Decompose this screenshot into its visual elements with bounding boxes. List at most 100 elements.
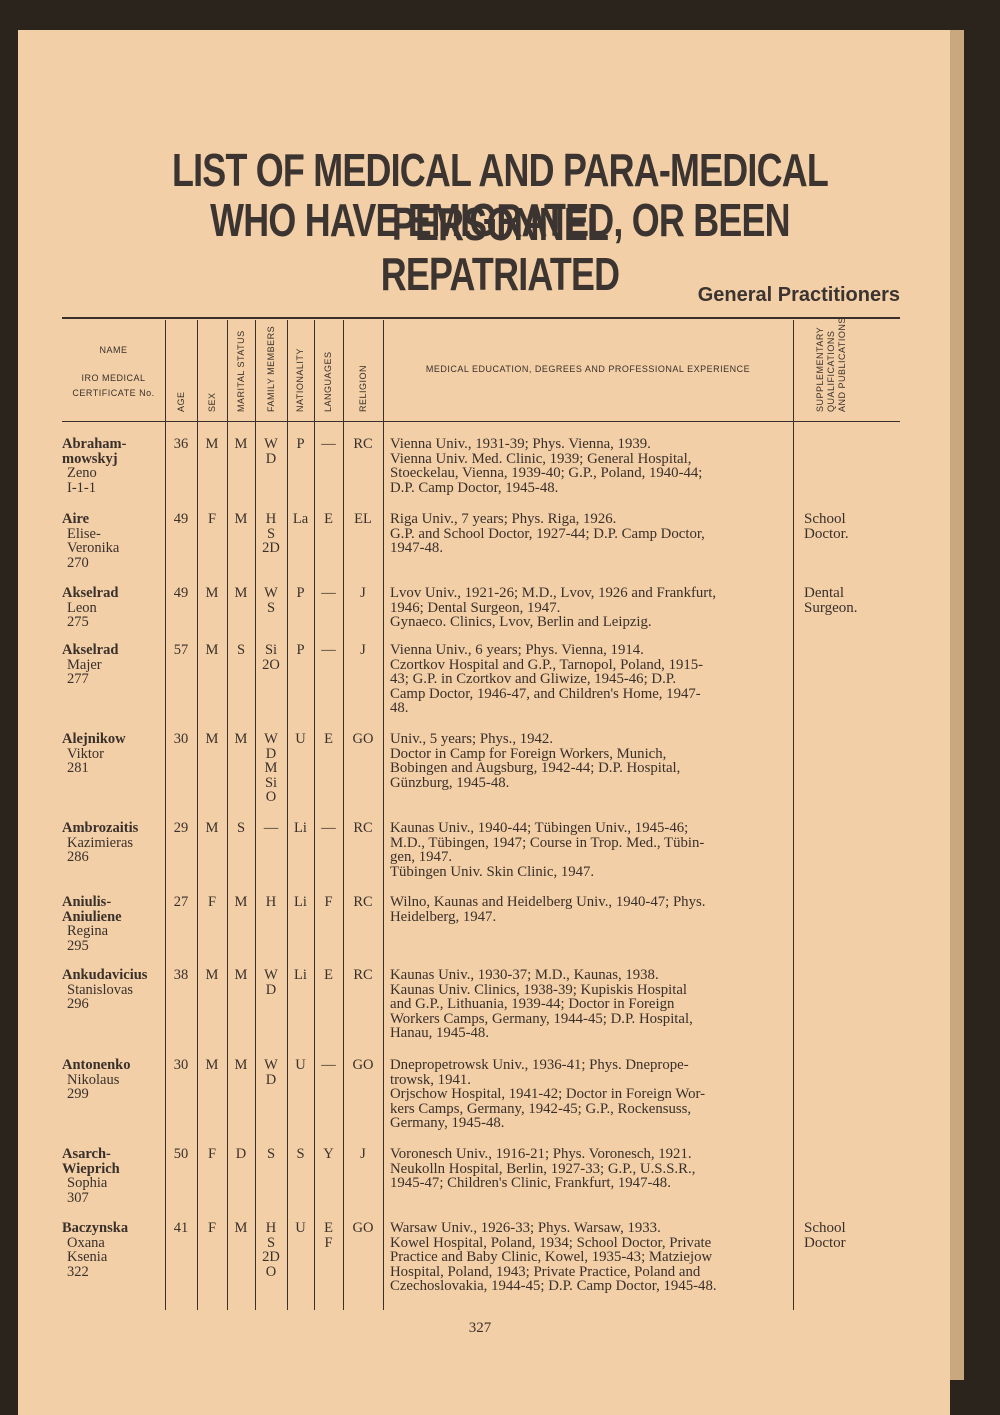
given-names: Sophia xyxy=(62,1176,120,1191)
age-cell: 49 xyxy=(173,511,189,527)
nationality-cell: Li xyxy=(294,967,307,983)
languages-cell: E xyxy=(314,512,343,527)
sex-cell: F xyxy=(207,511,217,527)
given-name: Leon xyxy=(67,599,97,616)
age-cell: 41 xyxy=(173,1220,189,1236)
surname: Ankudavicius xyxy=(62,967,148,983)
given-name: Ksenia xyxy=(67,1249,108,1266)
age-cell: 29 xyxy=(173,820,189,836)
given-name: Zeno xyxy=(67,465,97,482)
religion-cell: J xyxy=(360,642,366,658)
column-rule xyxy=(287,320,288,1310)
age-cell: 50 xyxy=(173,1146,189,1162)
education-line: Vienna Univ., 6 years; Phys. Vienna, 191… xyxy=(390,642,644,658)
sex-cell: M xyxy=(205,1057,219,1073)
languages-cell: Y xyxy=(314,1147,343,1162)
rule xyxy=(62,317,900,319)
header-line: SUPPLEMENTARY xyxy=(815,326,825,412)
supplementary-line: Surgeon. xyxy=(804,599,858,616)
religion-cell: GO xyxy=(352,1220,374,1236)
education-cell: Kaunas Univ., 1940-44; Tübingen Univ., 1… xyxy=(390,821,704,879)
education-line: D.P. Camp Doctor, 1945-48. xyxy=(390,479,559,496)
education-line: Vienna Univ. Med. Clinic, 1939; General … xyxy=(390,450,692,467)
cell-line: Si xyxy=(264,774,278,791)
marital-cell: D xyxy=(235,1146,247,1162)
education-line: Tübingen Univ. Skin Clinic, 1947. xyxy=(390,863,595,880)
cell-line: W xyxy=(264,1057,278,1073)
education-line: Riga Univ., 7 years; Phys. Riga, 1926. xyxy=(390,511,617,527)
cell-line: Y xyxy=(323,1146,334,1162)
column-header: FAMILY MEMBERS xyxy=(266,325,276,412)
given-names: Nikolaus xyxy=(62,1071,131,1088)
column-rule xyxy=(255,320,256,1310)
name-cell: Akselrad Majer 277 xyxy=(62,643,118,687)
education-line: 1945-47; Children's Clinic, Frankfurt, 1… xyxy=(390,1175,671,1192)
sex-cell: M xyxy=(205,436,219,452)
certificate: 277 xyxy=(67,671,89,688)
surname: Akselrad xyxy=(62,642,119,658)
education-line: Hospital, Poland, 1943; Private Practice… xyxy=(390,1263,701,1280)
education-line: Kaunas Univ., 1930-37; M.D., Kaunas, 193… xyxy=(390,967,659,983)
education-line: Doctor in Camp for Foreign Workers, Muni… xyxy=(390,745,667,762)
family-cell: H S 2D O xyxy=(255,1221,287,1279)
family-cell: — xyxy=(255,821,287,836)
nationality-cell: Li xyxy=(294,820,307,836)
cell-line: — xyxy=(263,820,279,836)
age-cell: 49 xyxy=(173,585,189,601)
education-line: Stoeckelau, Vienna, 1939-40; G.P., Polan… xyxy=(390,465,703,482)
family-cell: H xyxy=(255,895,287,910)
cell-line: S xyxy=(266,599,276,616)
family-cell: H S 2D xyxy=(255,512,287,556)
supplementary-line: Dental xyxy=(804,585,844,601)
surname: Antonenko xyxy=(62,1057,131,1073)
education-line: 1947-48. xyxy=(390,540,444,557)
given-names: Viktor xyxy=(62,746,126,762)
cell-line: — xyxy=(321,585,336,601)
surname: Alejnikow xyxy=(62,731,126,747)
column-rule xyxy=(793,320,794,1310)
religion-cell: RC xyxy=(353,436,373,452)
education-line: Practice and Baby Clinic, Kowel, 1935-43… xyxy=(390,1249,713,1266)
certificate: 286 xyxy=(67,849,89,866)
name-cell: Asarch- Wieprich Sophia 307 xyxy=(62,1147,120,1205)
title-line: WHO HAVE EMIGRATED, OR BEEN REPATRIATED xyxy=(210,194,790,300)
nationality-cell: U xyxy=(295,1057,306,1073)
education-line: Bobingen and Augsburg, 1942-44; D.P. Hos… xyxy=(390,760,681,777)
column-header: RELIGION xyxy=(358,364,368,412)
family-cell: S xyxy=(255,1147,287,1162)
cell-line: 2D xyxy=(262,540,280,557)
given-name: Regina xyxy=(67,923,109,940)
given-name: Majer xyxy=(67,656,102,673)
sex-cell: F xyxy=(207,894,217,910)
section-heading: General Practitioners xyxy=(697,284,900,306)
cell-line: D xyxy=(265,745,277,762)
languages-cell: E xyxy=(314,732,343,747)
languages-cell: — xyxy=(314,1058,343,1073)
cell-line: Si xyxy=(264,642,278,658)
languages-cell: F xyxy=(314,895,343,910)
surname: Abraham- xyxy=(62,436,127,452)
religion-cell: GO xyxy=(352,731,374,747)
cell-line: S xyxy=(266,1234,276,1251)
certificate: 275 xyxy=(67,614,89,631)
education-cell: Vienna Univ., 1931-39; Phys. Vienna, 193… xyxy=(390,437,702,495)
given-name: Nikolaus xyxy=(67,1071,120,1088)
education-cell: Voronesch Univ., 1916-21; Phys. Voronesc… xyxy=(390,1147,695,1191)
education-line: kers Camps, Germany, 1942-45; G.P., Rock… xyxy=(390,1100,692,1117)
cell-line: O xyxy=(265,789,277,806)
given-name: Elise- xyxy=(67,525,101,542)
nationality-cell: U xyxy=(295,1220,306,1236)
column-rule xyxy=(197,320,198,1310)
cell-line: W xyxy=(264,731,278,747)
cell-line: — xyxy=(321,1057,336,1073)
education-cell: Kaunas Univ., 1930-37; M.D., Kaunas, 193… xyxy=(390,968,693,1041)
education-cell: Wilno, Kaunas and Heidelberg Univ., 1940… xyxy=(390,895,705,924)
education-line: Vienna Univ., 1931-39; Phys. Vienna, 193… xyxy=(390,436,651,452)
cell-line: S xyxy=(266,1146,276,1162)
column-rule xyxy=(165,320,166,1310)
education-line: Wilno, Kaunas and Heidelberg Univ., 1940… xyxy=(390,894,706,910)
education-cell: Warsaw Univ., 1926-33; Phys. Warsaw, 193… xyxy=(390,1221,717,1294)
certificate: 307 xyxy=(67,1189,89,1206)
